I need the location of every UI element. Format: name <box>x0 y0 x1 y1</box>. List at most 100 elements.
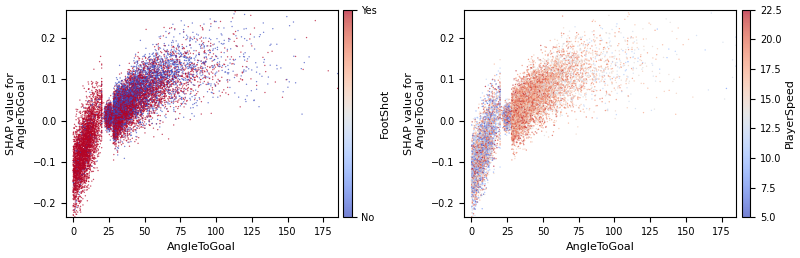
Point <box>141 109 154 113</box>
Point <box>70 153 83 157</box>
Point <box>482 150 494 154</box>
Point <box>521 97 534 101</box>
Point <box>187 63 200 67</box>
Point <box>112 127 125 131</box>
Point <box>103 115 116 119</box>
Point <box>80 168 93 172</box>
Point <box>526 108 538 112</box>
Point <box>165 65 178 69</box>
Point <box>499 116 512 120</box>
Point <box>114 121 127 125</box>
Point <box>78 142 90 146</box>
Point <box>112 126 125 130</box>
Point <box>110 96 123 100</box>
Point <box>538 61 551 66</box>
Point <box>88 130 101 134</box>
Point <box>531 93 544 97</box>
Point <box>493 129 506 133</box>
Point <box>512 103 525 107</box>
Point <box>115 104 128 108</box>
Point <box>523 73 536 77</box>
Point <box>512 123 525 127</box>
Point <box>502 116 514 120</box>
Point <box>537 104 550 108</box>
Point <box>487 87 500 91</box>
Point <box>130 93 142 97</box>
Point <box>480 129 493 133</box>
Point <box>118 156 130 160</box>
Point <box>518 101 531 106</box>
Point <box>523 84 536 88</box>
Point <box>521 132 534 136</box>
Point <box>517 102 530 106</box>
Point <box>474 153 487 157</box>
Point <box>100 113 113 117</box>
Point <box>470 171 483 175</box>
Point <box>67 138 80 142</box>
Point <box>507 126 520 131</box>
Point <box>514 104 526 108</box>
Point <box>86 134 98 139</box>
Point <box>542 93 554 98</box>
Point <box>514 107 526 111</box>
Point <box>502 109 515 113</box>
Point <box>475 164 488 168</box>
Point <box>542 108 554 112</box>
Point <box>111 107 124 111</box>
Point <box>126 105 138 109</box>
Point <box>126 98 139 102</box>
Point <box>510 119 522 123</box>
Point <box>515 114 528 118</box>
Point <box>154 75 167 79</box>
Point <box>506 122 518 126</box>
Point <box>73 137 86 141</box>
Point <box>586 44 598 48</box>
Point <box>470 183 482 188</box>
Point <box>160 80 173 84</box>
Point <box>130 106 142 110</box>
Point <box>476 178 489 182</box>
Point <box>473 147 486 151</box>
Point <box>73 184 86 188</box>
Point <box>246 44 258 48</box>
Point <box>75 146 88 150</box>
Point <box>84 158 97 163</box>
Point <box>71 141 84 145</box>
Point <box>498 108 511 112</box>
Point <box>119 98 132 102</box>
Point <box>535 89 548 93</box>
Point <box>525 117 538 121</box>
Point <box>127 79 140 83</box>
Point <box>482 122 494 126</box>
Point <box>536 83 549 87</box>
Point <box>124 94 137 98</box>
Point <box>101 124 114 128</box>
Point <box>116 107 129 111</box>
Point <box>81 136 94 140</box>
Point <box>73 165 86 169</box>
Point <box>512 120 525 124</box>
Point <box>537 116 550 120</box>
Point <box>74 160 86 165</box>
Point <box>509 108 522 112</box>
Point <box>511 103 524 108</box>
Point <box>527 118 540 122</box>
Point <box>510 105 522 109</box>
Point <box>82 118 94 122</box>
Point <box>500 119 513 123</box>
Point <box>158 77 170 82</box>
Point <box>482 178 494 182</box>
Point <box>586 116 598 120</box>
Point <box>479 144 492 148</box>
Point <box>482 155 495 159</box>
Point <box>508 133 521 137</box>
Point <box>530 79 543 83</box>
Point <box>468 182 481 186</box>
Point <box>169 90 182 94</box>
Point <box>142 104 155 109</box>
Point <box>472 185 485 189</box>
Point <box>123 110 136 114</box>
Point <box>115 130 128 134</box>
Point <box>546 78 558 82</box>
Point <box>538 85 550 90</box>
